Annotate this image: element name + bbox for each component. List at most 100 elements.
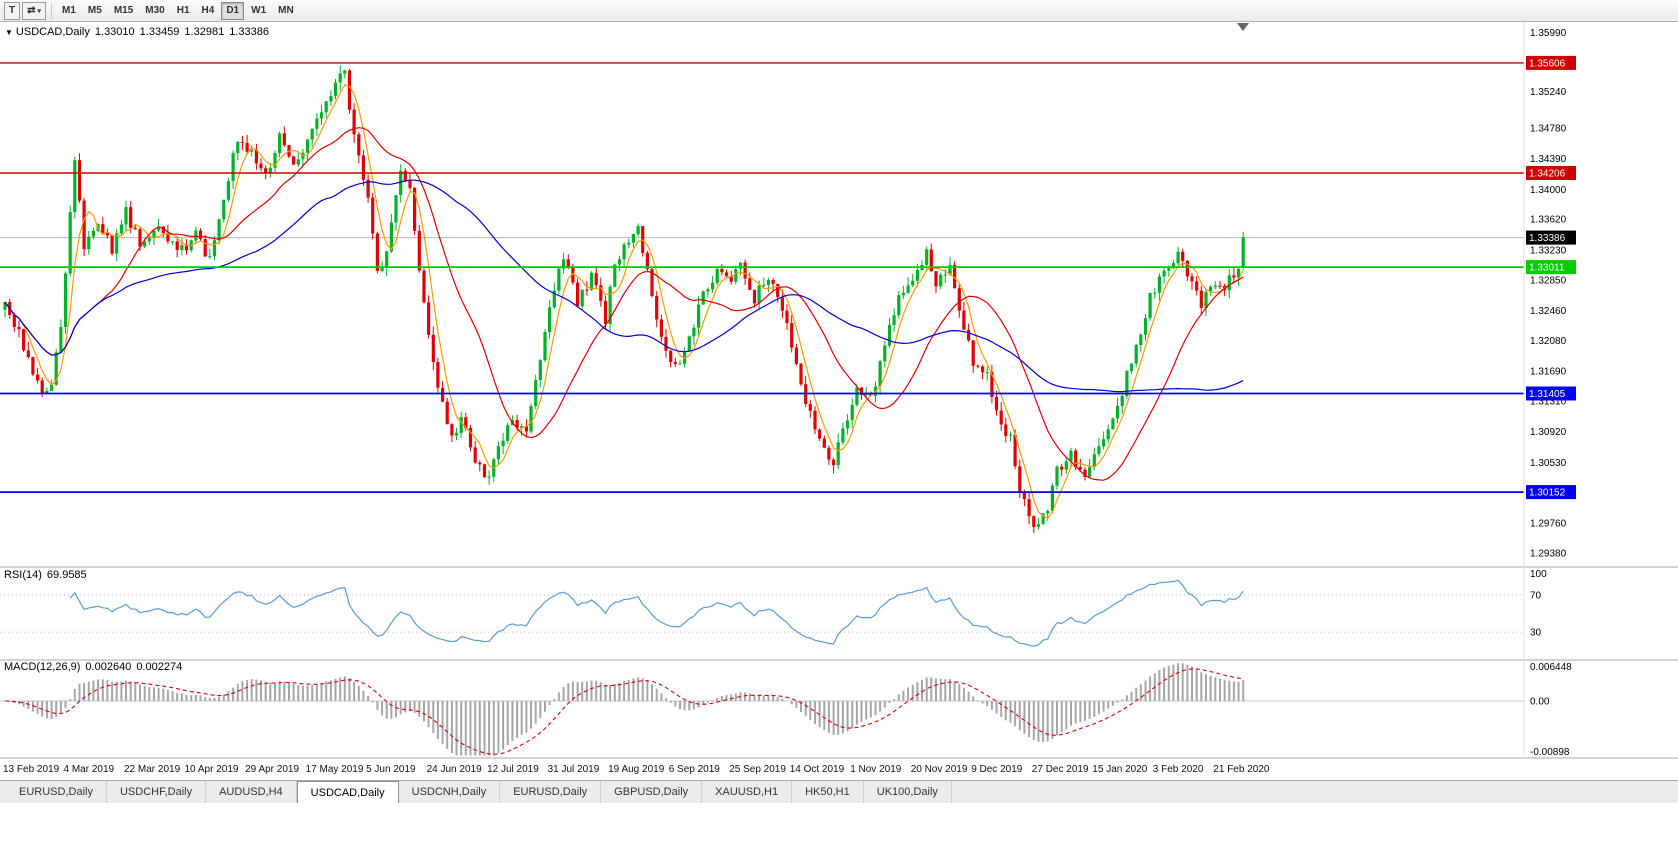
bottom-tab-5[interactable]: EURUSD,Daily [500,781,602,803]
bottom-tab-2[interactable]: AUDUSD,H4 [206,781,297,803]
timeframe-button-mn[interactable]: MN [273,2,299,20]
bottom-tab-3[interactable]: USDCAD,Daily [296,781,399,803]
cursor-mode-button[interactable]: ⇄ ▾ [22,1,47,20]
svg-text:14 Oct 2019: 14 Oct 2019 [790,764,845,775]
svg-text:1.33386: 1.33386 [1529,233,1566,244]
timeframe-button-m30[interactable]: M30 [140,2,169,20]
timeframe-button-m15[interactable]: M15 [109,2,138,20]
svg-text:-0.00898: -0.00898 [1530,747,1570,758]
chart-canvas: 1.35990 1.35240 1.34780 1.34390 1.34000 1.336… [0,22,1678,780]
svg-text:1.32460: 1.32460 [1530,306,1567,317]
svg-text:1.35606: 1.35606 [1529,58,1566,69]
toolbar-separator [51,2,53,19]
svg-text:1.31690: 1.31690 [1530,367,1567,378]
svg-text:1.29380: 1.29380 [1530,548,1567,559]
macd-signal-line [4,668,1244,755]
timeframe-button-m1[interactable]: M1 [57,2,81,20]
bottom-tab-7[interactable]: XAUUSD,H1 [702,781,793,803]
macd-histogram [8,663,1245,756]
rsi-axis-labels: 100 70 30 [1530,569,1547,639]
timeframe-button-h1[interactable]: H1 [172,2,195,20]
symbol-label: USDCAD,Daily [15,26,90,38]
open-value: 1.33010 [94,26,135,38]
chart-ohlc-header: ▼ USDCAD,Daily 1.33010 1.33459 1.32981 1.3338… [5,26,269,38]
svg-text:9 Dec 2019: 9 Dec 2019 [971,764,1023,775]
svg-text:19 Aug 2019: 19 Aug 2019 [608,764,665,775]
bottom-tab-4[interactable]: USDCNH,Daily [399,781,501,803]
svg-text:12 Jul 2019: 12 Jul 2019 [487,764,539,775]
svg-text:0.00: 0.00 [1530,697,1550,708]
svg-text:5 Jun 2019: 5 Jun 2019 [366,764,416,775]
triangle-down-icon: ▼ [5,28,13,37]
svg-text:1.34780: 1.34780 [1530,123,1567,134]
svg-text:27 Dec 2019: 27 Dec 2019 [1032,764,1089,775]
bottom-tab-9[interactable]: UK100,Daily [864,781,952,803]
svg-text:1 Nov 2019: 1 Nov 2019 [850,764,902,775]
svg-text:0.006448: 0.006448 [1530,662,1572,673]
svg-text:1.29760: 1.29760 [1530,518,1567,529]
macd-axis-labels: 0.006448 0.00 -0.00898 [1530,662,1572,758]
candlestick-series [3,65,1245,533]
moving-average-20 [4,127,1244,481]
macd-indicator-label: MACD(12,26,9) 0.002640 0.002274 [4,661,182,673]
svg-text:22 Mar 2019: 22 Mar 2019 [124,764,181,775]
svg-text:1.34390: 1.34390 [1530,154,1567,165]
svg-text:100: 100 [1530,569,1547,580]
svg-text:4 Mar 2019: 4 Mar 2019 [64,764,115,775]
svg-text:15 Jan 2020: 15 Jan 2020 [1092,764,1147,775]
svg-text:1.31310: 1.31310 [1530,397,1567,408]
price-badges: 1.35606 1.34206 1.33386 1.33011 1.31405 1.301… [1526,55,1576,500]
svg-text:1.32850: 1.32850 [1530,275,1567,286]
svg-text:10 Apr 2019: 10 Apr 2019 [185,764,239,775]
rsi-indicator-label: RSI(14) 69.9585 [4,569,87,581]
high-value: 1.33459 [139,26,180,38]
rsi-value: 69.9585 [46,569,87,581]
svg-text:1.35990: 1.35990 [1530,28,1567,39]
timeframe-button-m5[interactable]: M5 [83,2,107,20]
rsi-line [69,579,1244,647]
text-tool-button[interactable]: T [4,1,21,20]
bottom-tab-1[interactable]: USDCHF,Daily [107,781,207,803]
svg-text:20 Nov 2019: 20 Nov 2019 [911,764,968,775]
svg-text:24 Jun 2019: 24 Jun 2019 [427,764,482,775]
date-axis-labels: 13 Feb 2019 4 Mar 2019 22 Mar 2019 10 Apr 2… [3,764,1270,775]
svg-text:31 Jul 2019: 31 Jul 2019 [548,764,600,775]
top-toolbar: T ⇄ ▾ M1 M5 M15 M30 H1 H4 D1 W1 MN [0,0,1678,22]
svg-text:1.34206: 1.34206 [1529,169,1566,180]
svg-text:3 Feb 2020: 3 Feb 2020 [1153,764,1204,775]
svg-text:1.30920: 1.30920 [1530,427,1567,438]
svg-text:70: 70 [1530,590,1542,601]
timeframe-button-h4[interactable]: H4 [197,2,220,20]
svg-text:1.33620: 1.33620 [1530,215,1567,226]
svg-text:30: 30 [1530,628,1542,639]
chart-background [0,22,1678,780]
svg-text:21 Feb 2020: 21 Feb 2020 [1213,764,1270,775]
svg-text:29 Apr 2019: 29 Apr 2019 [245,764,299,775]
timeframe-group: M1 M5 M15 M30 H1 H4 D1 W1 MN [56,1,300,20]
bottom-tab-6[interactable]: GBPUSD,Daily [601,781,703,803]
svg-text:1.33230: 1.33230 [1530,245,1567,256]
svg-text:1.35240: 1.35240 [1530,87,1567,98]
close-value: 1.33386 [229,26,269,38]
svg-text:13 Feb 2019: 13 Feb 2019 [3,764,60,775]
svg-text:1.30530: 1.30530 [1530,458,1567,469]
svg-text:1.30152: 1.30152 [1529,488,1566,499]
svg-text:1.34000: 1.34000 [1530,185,1567,196]
bottom-tab-8[interactable]: HK50,H1 [792,781,864,803]
svg-text:25 Sep 2019: 25 Sep 2019 [729,764,786,775]
low-value: 1.32981 [184,26,225,38]
svg-text:1.32080: 1.32080 [1530,336,1567,347]
chart-shift-marker[interactable] [1237,23,1249,31]
timeframe-button-w1[interactable]: W1 [246,2,271,20]
bottom-tab-0[interactable]: EURUSD,Daily [6,781,107,803]
timeframe-button-d1[interactable]: D1 [221,1,245,20]
svg-text:1.31405: 1.31405 [1529,389,1566,400]
macd-signal-value: 0.002274 [136,661,183,673]
price-axis-ticks: 1.35990 1.35240 1.34780 1.34390 1.34000 1.336… [1530,28,1567,559]
svg-text:17 May 2019: 17 May 2019 [306,764,364,775]
macd-name: MACD(12,26,9) [4,661,81,673]
arrows-icon: ⇄ [27,5,36,16]
moving-average-55 [4,179,1244,393]
rsi-name: RSI(14) [4,569,42,581]
